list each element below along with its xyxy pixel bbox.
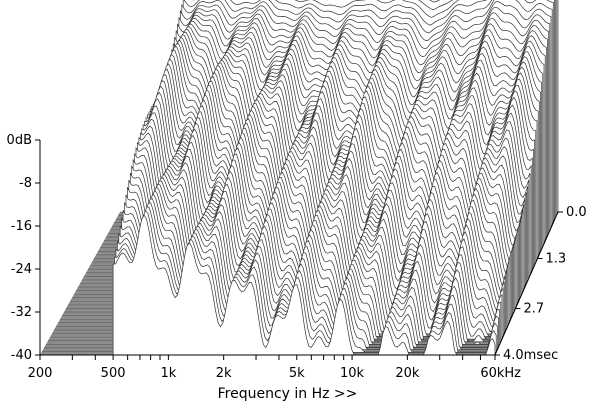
x-tick-label: 20k: [395, 366, 420, 381]
x-axis-title: Frequency in Hz >>: [218, 386, 358, 402]
x-tick-label: 60kHz: [480, 366, 521, 381]
x-tick-label: 1k: [160, 366, 176, 381]
y-tick-label: -32: [11, 305, 32, 320]
waterfall-slices: [112, 0, 559, 356]
x-tick-label: 2k: [216, 366, 232, 381]
y-tick-label: 0dB: [7, 133, 32, 148]
y-tick-label: -16: [11, 219, 32, 234]
waterfall-slice: [112, 214, 496, 356]
x-tick-label: 5k: [289, 366, 305, 381]
y-tick-label: -40: [11, 348, 32, 363]
y-axis: 0dB -8 -16 -24 -32 -40: [7, 133, 41, 363]
x-tick-label: 500: [101, 366, 126, 381]
x-tick-label: 200: [28, 366, 53, 381]
time-tick-label: 2.7: [523, 302, 544, 317]
x-axis: 200 500 1k 2k 5k 10k 20k 60kHz: [28, 354, 521, 381]
time-tick-label: 1.3: [546, 251, 567, 266]
y-tick-label: -24: [11, 262, 32, 277]
x-tick-label: 10k: [340, 366, 365, 381]
time-tick-label: 0.0: [566, 205, 587, 220]
y-tick-label: -8: [19, 176, 32, 191]
time-axis: 0.0 1.3 2.7 4.0msec: [494, 205, 587, 363]
time-tick-label: 4.0msec: [503, 348, 558, 363]
